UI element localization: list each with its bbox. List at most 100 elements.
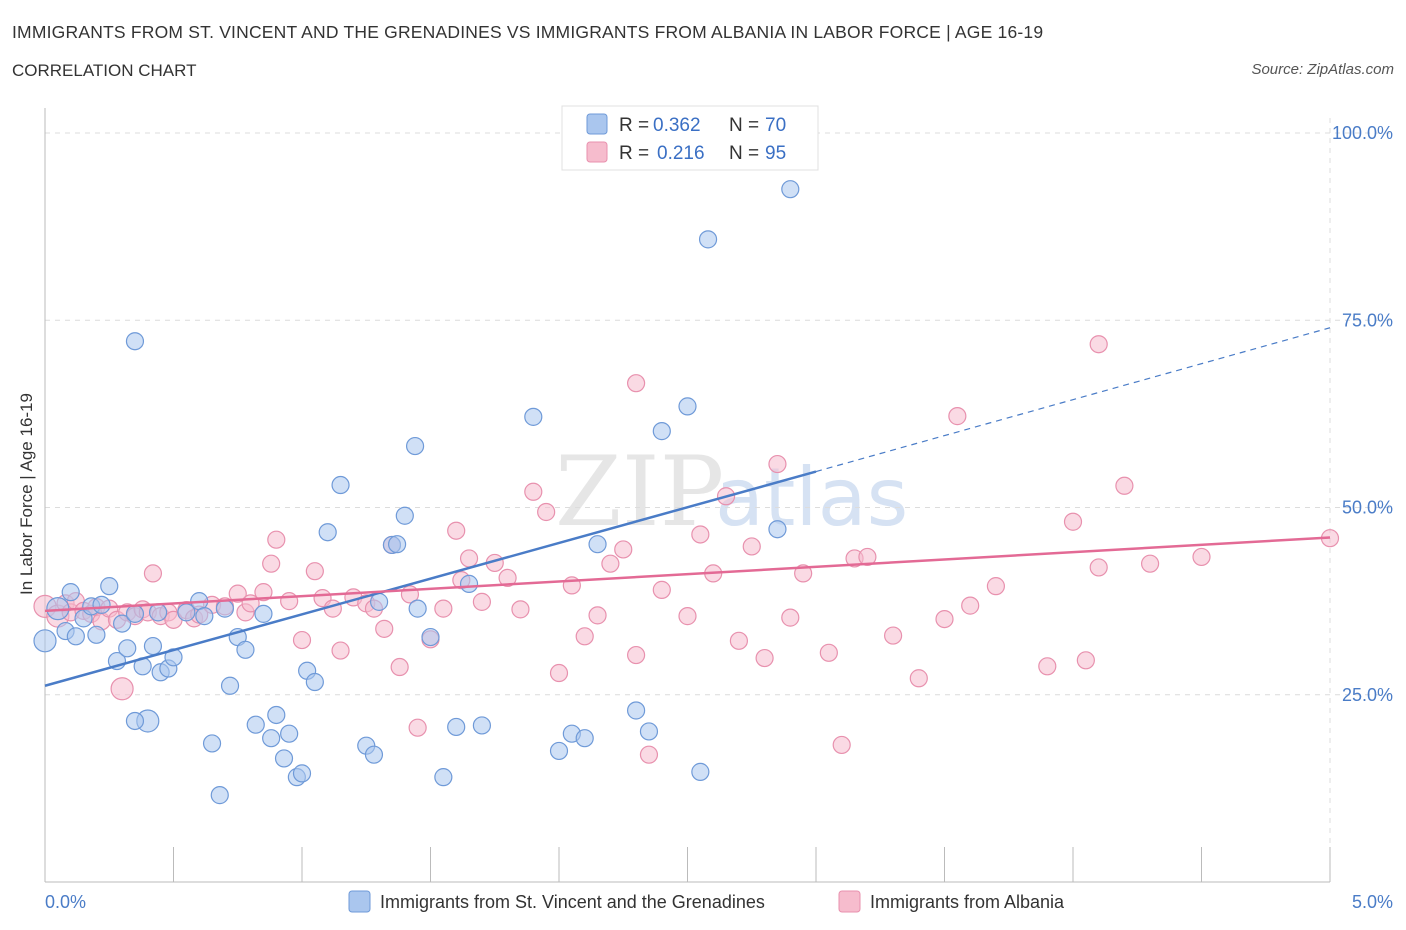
point-albania (794, 564, 813, 583)
point-albania (575, 627, 594, 646)
point-svg (92, 595, 111, 614)
stats-legend: R = 0.362 N = 70 R = 0.216 N = 95 (561, 105, 819, 171)
point-svg (148, 603, 168, 622)
point-albania (408, 718, 427, 737)
point-svg (112, 614, 132, 633)
point-albania (883, 626, 903, 645)
point-albania (1063, 512, 1083, 531)
point-svg (267, 705, 286, 725)
point-svg (143, 636, 163, 656)
point-albania (228, 584, 247, 603)
point-svg (66, 627, 85, 646)
point-albania (292, 630, 312, 650)
point-svg (639, 722, 659, 741)
point-svg (87, 625, 106, 644)
series-legend: Immigrants from St. Vincent and the Gren… (348, 890, 1065, 913)
legend-r-label-1: R = (619, 115, 649, 136)
y-tick-label: 100.0% (1332, 123, 1393, 143)
point-albania (948, 407, 967, 426)
series-legend-swatch-pink (838, 890, 861, 913)
y-tick-labels: 25.0% 50.0% 75.0% 100.0% (1332, 123, 1393, 705)
point-albania (375, 619, 394, 638)
point-svg (262, 729, 281, 748)
point-svg (408, 599, 427, 618)
chart-title: IMMIGRANTS FROM ST. VINCENT AND THE GREN… (12, 22, 1044, 42)
point-svg (434, 768, 453, 787)
legend-n-label-2: N = (729, 143, 759, 164)
point-svg (125, 711, 145, 731)
point-svg (246, 715, 265, 734)
point-svg (100, 577, 119, 596)
point-svg (220, 676, 240, 695)
trend-lines (44, 327, 1331, 687)
point-albania (254, 583, 273, 602)
point-svg (210, 786, 229, 805)
point-albania (549, 663, 569, 683)
legend-n-value-1: 70 (765, 115, 786, 136)
point-svg (691, 762, 710, 781)
point-albania (331, 641, 350, 660)
point-svg (524, 407, 543, 426)
point-svg (280, 724, 299, 743)
point-svg (202, 734, 222, 753)
axes (44, 108, 1331, 883)
point-albania (1038, 657, 1057, 676)
point-albania (742, 537, 761, 556)
point-svg (236, 640, 255, 659)
point-svg (125, 332, 145, 351)
chart-subtitle: CORRELATION CHART (12, 61, 197, 80)
series-svg-points (33, 180, 800, 805)
legend-r-value-1: 0.362 (653, 115, 701, 136)
point-albania (524, 482, 543, 501)
point-svg (274, 749, 294, 768)
watermark-atlas: atlas (715, 451, 908, 544)
point-svg (125, 604, 145, 623)
point-albania (729, 631, 749, 650)
point-albania (935, 610, 954, 629)
point-albania (390, 657, 409, 677)
point-svg (626, 701, 646, 720)
point-albania (601, 554, 620, 573)
y-tick-label: 75.0% (1342, 310, 1393, 330)
point-svg (195, 607, 214, 626)
point-albania (819, 643, 838, 662)
point-svg (318, 523, 337, 542)
point-albania (832, 735, 851, 755)
point-svg (61, 583, 80, 602)
legend-swatch-blue (586, 113, 608, 135)
point-svg (575, 729, 594, 748)
point-albania (143, 564, 163, 583)
point-albania (110, 677, 134, 701)
y-tick-label: 50.0% (1342, 498, 1393, 518)
point-albania (305, 562, 324, 581)
legend-n-label-1: N = (729, 115, 759, 136)
point-albania (768, 454, 787, 474)
point-albania (858, 547, 877, 567)
x-tick-label-max: 5.0% (1352, 892, 1393, 912)
point-albania (1115, 476, 1134, 495)
trend-line-svg (44, 470, 817, 687)
point-svg (305, 672, 324, 692)
point-albania (909, 669, 928, 688)
point-svg (395, 506, 414, 525)
point-albania (434, 599, 453, 618)
point-albania (691, 525, 710, 544)
point-albania (1089, 558, 1108, 577)
point-albania (1192, 547, 1211, 567)
point-svg (652, 422, 671, 441)
trend-line-svg-extension (815, 327, 1331, 473)
point-svg (768, 520, 787, 539)
point-svg (118, 639, 137, 658)
legend-n-value-2: 95 (765, 143, 786, 164)
point-albania (1076, 651, 1095, 670)
point-albania (1089, 335, 1108, 354)
point-albania (267, 530, 286, 549)
point-albania (511, 600, 530, 619)
point-svg (215, 599, 234, 618)
x-tick-label-min: 0.0% (45, 892, 86, 912)
point-albania (262, 554, 281, 573)
point-albania (614, 540, 633, 559)
point-svg (421, 627, 440, 647)
point-albania (961, 596, 980, 615)
point-albania (652, 580, 671, 599)
